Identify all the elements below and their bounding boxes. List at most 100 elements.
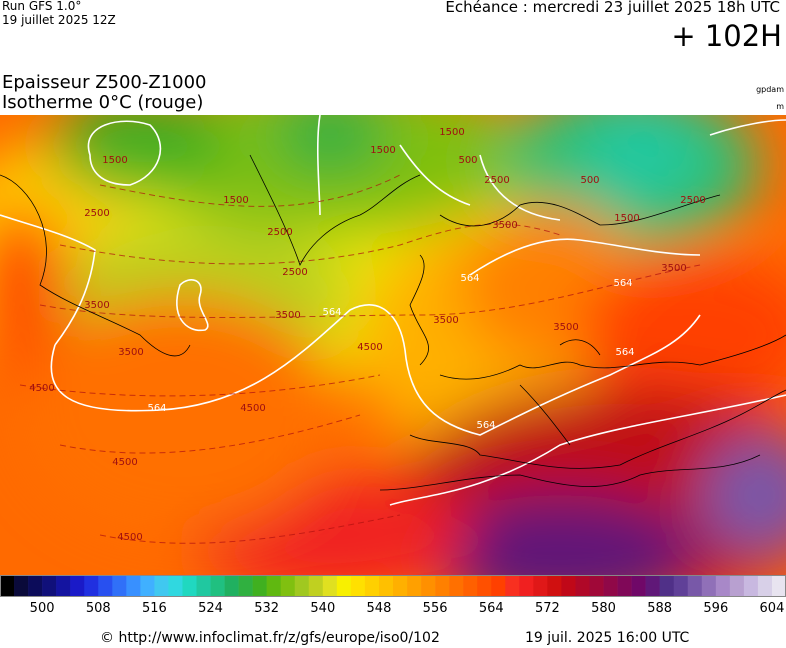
contour-label: 1500 bbox=[614, 213, 639, 224]
map-title: Epaisseur Z500-Z1000 bbox=[2, 72, 207, 93]
colorbar-tick-label: 604 bbox=[759, 601, 785, 616]
colorbar-tick-label: 508 bbox=[85, 601, 111, 616]
colorbar-swatch bbox=[547, 575, 562, 597]
colorbar-swatch bbox=[336, 575, 352, 597]
thickness-contours bbox=[0, 115, 786, 506]
colorbar-swatch bbox=[491, 575, 506, 597]
contour-label: 500 bbox=[580, 175, 599, 186]
colorbar-swatch bbox=[294, 575, 310, 597]
colorbar-tick-label: 540 bbox=[310, 601, 336, 616]
colorbar-swatch bbox=[266, 575, 282, 597]
colorbar-swatch bbox=[407, 575, 422, 597]
colorbar-swatch bbox=[210, 575, 225, 597]
contour-label: 1500 bbox=[370, 145, 395, 156]
colorbar-swatch bbox=[252, 575, 267, 597]
colorbar-swatch bbox=[308, 575, 324, 597]
colorbar-swatch bbox=[98, 575, 113, 597]
thickness-field bbox=[0, 115, 786, 575]
contour-label: 2500 bbox=[282, 267, 307, 278]
contour-label: 3500 bbox=[661, 263, 686, 274]
colorbar-swatch bbox=[575, 575, 590, 597]
colorbar-tick-label: 516 bbox=[141, 601, 167, 616]
colorbar-swatch bbox=[435, 575, 450, 597]
colorbar-swatch bbox=[771, 575, 786, 597]
colorbar-swatch bbox=[617, 575, 632, 597]
colorbar-tick-label: 564 bbox=[478, 601, 504, 616]
colorbar-swatch bbox=[589, 575, 604, 597]
contour-label: 2500 bbox=[680, 195, 705, 206]
colorbar-swatch bbox=[112, 575, 127, 597]
colorbar-swatch bbox=[350, 575, 366, 597]
contour-label: 3500 bbox=[433, 315, 458, 326]
contour-label: 564 bbox=[613, 278, 632, 289]
contour-label: 3500 bbox=[553, 322, 578, 333]
issue-time: 19 juil. 2025 16:00 UTC bbox=[525, 630, 690, 646]
colorbar-swatch bbox=[14, 575, 29, 597]
colorbar-tick-label: 556 bbox=[422, 601, 448, 616]
colorbar-swatch bbox=[126, 575, 141, 597]
colorbar-swatch bbox=[84, 575, 99, 597]
contour-label: 4500 bbox=[29, 383, 54, 394]
contour-label: 4500 bbox=[117, 532, 142, 543]
lead-time: + 102H bbox=[671, 19, 782, 53]
colorbar-swatch bbox=[70, 575, 85, 597]
colorbar-swatch bbox=[519, 575, 534, 597]
colorbar-swatch bbox=[140, 575, 155, 597]
map: 1500 1500 1500 1500 1500 500 500 2500 2500 2500 25… bbox=[0, 115, 786, 575]
contour-label: 564 bbox=[147, 403, 166, 414]
colorbar-swatch bbox=[182, 575, 197, 597]
colorbar-swatch bbox=[505, 575, 520, 597]
isotherm-contours bbox=[19, 174, 701, 544]
colorbar-swatch bbox=[631, 575, 646, 597]
colorbar-swatch bbox=[757, 575, 773, 597]
contour-label: 3500 bbox=[84, 300, 109, 311]
colorbar-swatch bbox=[729, 575, 745, 597]
contour-label: 500 bbox=[458, 155, 477, 166]
colorbar-swatch bbox=[743, 575, 759, 597]
colorbar-swatch bbox=[280, 575, 296, 597]
colorbar-tick-label: 588 bbox=[647, 601, 673, 616]
colorbar-tick-label: 532 bbox=[254, 601, 280, 616]
colorbar-swatch bbox=[701, 575, 717, 597]
colorbar-swatch bbox=[238, 575, 253, 597]
contour-label: 4500 bbox=[240, 403, 265, 414]
colorbar-swatch bbox=[28, 575, 43, 597]
colorbar-swatch bbox=[168, 575, 183, 597]
contour-label: 3500 bbox=[275, 310, 300, 321]
colorbar-swatch bbox=[603, 575, 618, 597]
colorbar-tick-label: 572 bbox=[534, 601, 560, 616]
colorbar-swatch bbox=[463, 575, 478, 597]
colorbar-swatch bbox=[533, 575, 548, 597]
colorbar-tick-label: 596 bbox=[703, 601, 729, 616]
map-subtitle: Isotherme 0°C (rouge) bbox=[2, 92, 204, 113]
colorbar-swatch bbox=[42, 575, 57, 597]
coastlines bbox=[0, 154, 786, 491]
colorbar-swatch bbox=[154, 575, 169, 597]
colorbar-swatch bbox=[56, 575, 71, 597]
colorbar-swatch bbox=[196, 575, 211, 597]
contour-label: 564 bbox=[615, 347, 634, 358]
colorbar-swatch bbox=[224, 575, 239, 597]
colorbar-swatch bbox=[322, 575, 338, 597]
colorbar-swatch bbox=[0, 575, 15, 597]
run-date: 19 juillet 2025 12Z bbox=[2, 13, 116, 27]
valid-time: Echéance : mercredi 23 juillet 2025 18h … bbox=[445, 0, 780, 16]
unit-iso: m bbox=[776, 102, 784, 111]
colorbar bbox=[0, 575, 786, 597]
contour-label: 3500 bbox=[492, 220, 517, 231]
unit-thickness: gpdam bbox=[756, 85, 784, 94]
colorbar-tick-label: 548 bbox=[366, 601, 392, 616]
contour-label: 2500 bbox=[267, 227, 292, 238]
contour-label: 2500 bbox=[84, 208, 109, 219]
contour-label: 2500 bbox=[484, 175, 509, 186]
contour-label: 564 bbox=[322, 307, 341, 318]
colorbar-tick-label: 500 bbox=[29, 601, 55, 616]
run-label: Run GFS 1.0° bbox=[2, 0, 82, 13]
source-url: © http://www.infoclimat.fr/z/gfs/europe/… bbox=[100, 630, 440, 646]
colorbar-swatch bbox=[421, 575, 436, 597]
contour-label: 564 bbox=[476, 420, 495, 431]
colorbar-tick-label: 580 bbox=[591, 601, 616, 616]
contour-label: 564 bbox=[460, 273, 479, 284]
colorbar-labels: 500 508 516 524 532 540 548 556 564 572 580 588 596 6… bbox=[0, 600, 786, 618]
